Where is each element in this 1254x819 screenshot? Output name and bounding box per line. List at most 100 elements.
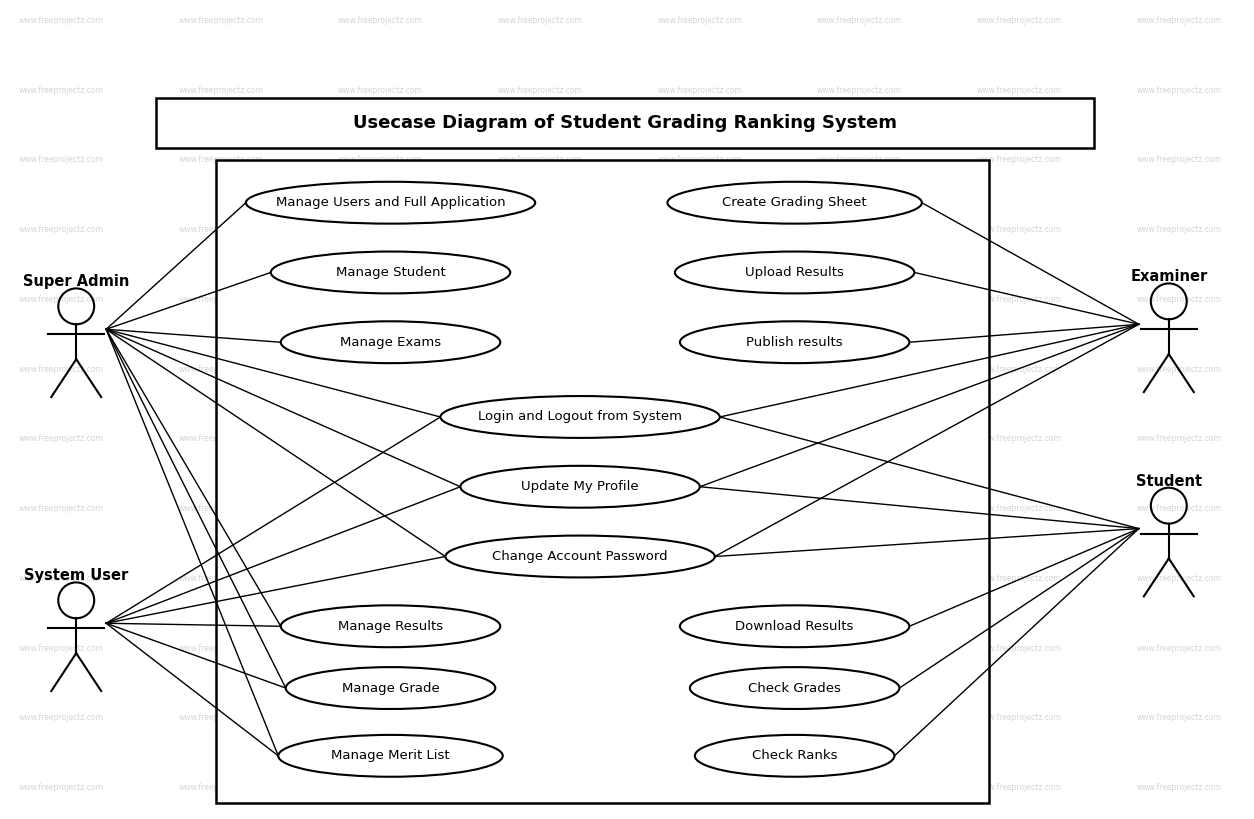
Text: www.freeprojectz.com: www.freeprojectz.com [657, 783, 742, 792]
Text: www.freeprojectz.com: www.freeprojectz.com [818, 574, 902, 583]
Text: www.freeprojectz.com: www.freeprojectz.com [657, 225, 742, 234]
Text: Change Account Password: Change Account Password [493, 550, 668, 563]
Text: www.freeprojectz.com: www.freeprojectz.com [498, 86, 583, 94]
Text: www.freeprojectz.com: www.freeprojectz.com [1136, 644, 1221, 653]
Text: www.freeprojectz.com: www.freeprojectz.com [977, 16, 1062, 25]
Text: www.freeprojectz.com: www.freeprojectz.com [19, 574, 104, 583]
Ellipse shape [680, 321, 909, 363]
Bar [216, 160, 989, 803]
Text: www.freeprojectz.com: www.freeprojectz.com [178, 574, 263, 583]
Text: www.freeprojectz.com: www.freeprojectz.com [19, 505, 104, 514]
Text: Download Results: Download Results [735, 620, 854, 633]
Text: www.freeprojectz.com: www.freeprojectz.com [19, 364, 104, 373]
Text: www.freeprojectz.com: www.freeprojectz.com [1136, 434, 1221, 443]
Text: Manage Merit List: Manage Merit List [331, 749, 450, 762]
Text: www.freeprojectz.com: www.freeprojectz.com [178, 86, 263, 94]
Text: www.freeprojectz.com: www.freeprojectz.com [498, 644, 583, 653]
Text: www.freeprojectz.com: www.freeprojectz.com [657, 86, 742, 94]
Text: www.freeprojectz.com: www.freeprojectz.com [977, 156, 1062, 165]
Text: www.freeprojectz.com: www.freeprojectz.com [977, 505, 1062, 514]
Text: www.freeprojectz.com: www.freeprojectz.com [178, 16, 263, 25]
Text: Check Grades: Check Grades [749, 681, 841, 695]
Text: www.freeprojectz.com: www.freeprojectz.com [339, 364, 423, 373]
Text: www.freeprojectz.com: www.freeprojectz.com [657, 713, 742, 722]
Ellipse shape [286, 667, 495, 709]
Text: www.freeprojectz.com: www.freeprojectz.com [1136, 505, 1221, 514]
Text: www.freeprojectz.com: www.freeprojectz.com [178, 156, 263, 165]
Text: Manage Users and Full Application: Manage Users and Full Application [276, 197, 505, 209]
Text: www.freeprojectz.com: www.freeprojectz.com [1136, 713, 1221, 722]
Text: www.freeprojectz.com: www.freeprojectz.com [818, 434, 902, 443]
Text: www.freeprojectz.com: www.freeprojectz.com [818, 16, 902, 25]
Text: www.freeprojectz.com: www.freeprojectz.com [1136, 16, 1221, 25]
Text: Publish results: Publish results [746, 336, 843, 349]
Text: Login and Logout from System: Login and Logout from System [478, 410, 682, 423]
Text: www.freeprojectz.com: www.freeprojectz.com [818, 644, 902, 653]
Text: www.freeprojectz.com: www.freeprojectz.com [1136, 86, 1221, 94]
Text: www.freeprojectz.com: www.freeprojectz.com [657, 505, 742, 514]
Text: www.freeprojectz.com: www.freeprojectz.com [657, 16, 742, 25]
Text: www.freeprojectz.com: www.freeprojectz.com [977, 225, 1062, 234]
Text: www.freeprojectz.com: www.freeprojectz.com [657, 295, 742, 304]
Ellipse shape [271, 251, 510, 293]
Text: www.freeprojectz.com: www.freeprojectz.com [19, 783, 104, 792]
Text: www.freeprojectz.com: www.freeprojectz.com [1136, 225, 1221, 234]
Text: www.freeprojectz.com: www.freeprojectz.com [657, 644, 742, 653]
Text: Create Grading Sheet: Create Grading Sheet [722, 197, 867, 209]
Text: www.freeprojectz.com: www.freeprojectz.com [498, 364, 583, 373]
Text: www.freeprojectz.com: www.freeprojectz.com [498, 156, 583, 165]
Text: www.freeprojectz.com: www.freeprojectz.com [818, 505, 902, 514]
Text: www.freeprojectz.com: www.freeprojectz.com [657, 156, 742, 165]
Text: www.freeprojectz.com: www.freeprojectz.com [19, 713, 104, 722]
Ellipse shape [690, 667, 899, 709]
Text: www.freeprojectz.com: www.freeprojectz.com [178, 364, 263, 373]
Text: Manage Grade: Manage Grade [341, 681, 439, 695]
Ellipse shape [445, 536, 715, 577]
Text: www.freeprojectz.com: www.freeprojectz.com [178, 225, 263, 234]
Bar [155, 98, 1093, 148]
Text: www.freeprojectz.com: www.freeprojectz.com [339, 225, 423, 234]
Text: www.freeprojectz.com: www.freeprojectz.com [657, 434, 742, 443]
Text: www.freeprojectz.com: www.freeprojectz.com [1136, 295, 1221, 304]
Text: www.freeprojectz.com: www.freeprojectz.com [498, 505, 583, 514]
Text: Student: Student [1136, 473, 1201, 489]
Text: Manage Results: Manage Results [339, 620, 443, 633]
Text: www.freeprojectz.com: www.freeprojectz.com [818, 713, 902, 722]
Text: www.freeprojectz.com: www.freeprojectz.com [977, 364, 1062, 373]
Text: www.freeprojectz.com: www.freeprojectz.com [339, 505, 423, 514]
Text: www.freeprojectz.com: www.freeprojectz.com [498, 783, 583, 792]
Text: www.freeprojectz.com: www.freeprojectz.com [178, 505, 263, 514]
Text: www.freeprojectz.com: www.freeprojectz.com [977, 434, 1062, 443]
Text: www.freeprojectz.com: www.freeprojectz.com [657, 574, 742, 583]
Text: www.freeprojectz.com: www.freeprojectz.com [19, 16, 104, 25]
Text: www.freeprojectz.com: www.freeprojectz.com [339, 574, 423, 583]
Text: www.freeprojectz.com: www.freeprojectz.com [818, 86, 902, 94]
Ellipse shape [460, 466, 700, 508]
Text: www.freeprojectz.com: www.freeprojectz.com [178, 434, 263, 443]
Text: www.freeprojectz.com: www.freeprojectz.com [818, 225, 902, 234]
Ellipse shape [246, 182, 535, 224]
Text: www.freeprojectz.com: www.freeprojectz.com [19, 225, 104, 234]
Text: www.freeprojectz.com: www.freeprojectz.com [498, 295, 583, 304]
Text: www.freeprojectz.com: www.freeprojectz.com [498, 225, 583, 234]
Ellipse shape [675, 251, 914, 293]
Ellipse shape [440, 396, 720, 438]
Text: Upload Results: Upload Results [745, 266, 844, 279]
Text: www.freeprojectz.com: www.freeprojectz.com [339, 16, 423, 25]
Text: www.freeprojectz.com: www.freeprojectz.com [178, 783, 263, 792]
Text: www.freeprojectz.com: www.freeprojectz.com [19, 156, 104, 165]
Text: www.freeprojectz.com: www.freeprojectz.com [977, 783, 1062, 792]
Text: Examiner: Examiner [1130, 269, 1208, 284]
Text: Manage Student: Manage Student [336, 266, 445, 279]
Ellipse shape [667, 182, 922, 224]
Text: www.freeprojectz.com: www.freeprojectz.com [657, 364, 742, 373]
Text: Check Ranks: Check Ranks [752, 749, 838, 762]
Text: www.freeprojectz.com: www.freeprojectz.com [818, 295, 902, 304]
Text: www.freeprojectz.com: www.freeprojectz.com [178, 644, 263, 653]
Text: www.freeprojectz.com: www.freeprojectz.com [178, 295, 263, 304]
Ellipse shape [281, 321, 500, 363]
Ellipse shape [695, 735, 894, 776]
Ellipse shape [680, 605, 909, 647]
Ellipse shape [278, 735, 503, 776]
Text: Usecase Diagram of Student Grading Ranking System: Usecase Diagram of Student Grading Ranki… [354, 114, 897, 132]
